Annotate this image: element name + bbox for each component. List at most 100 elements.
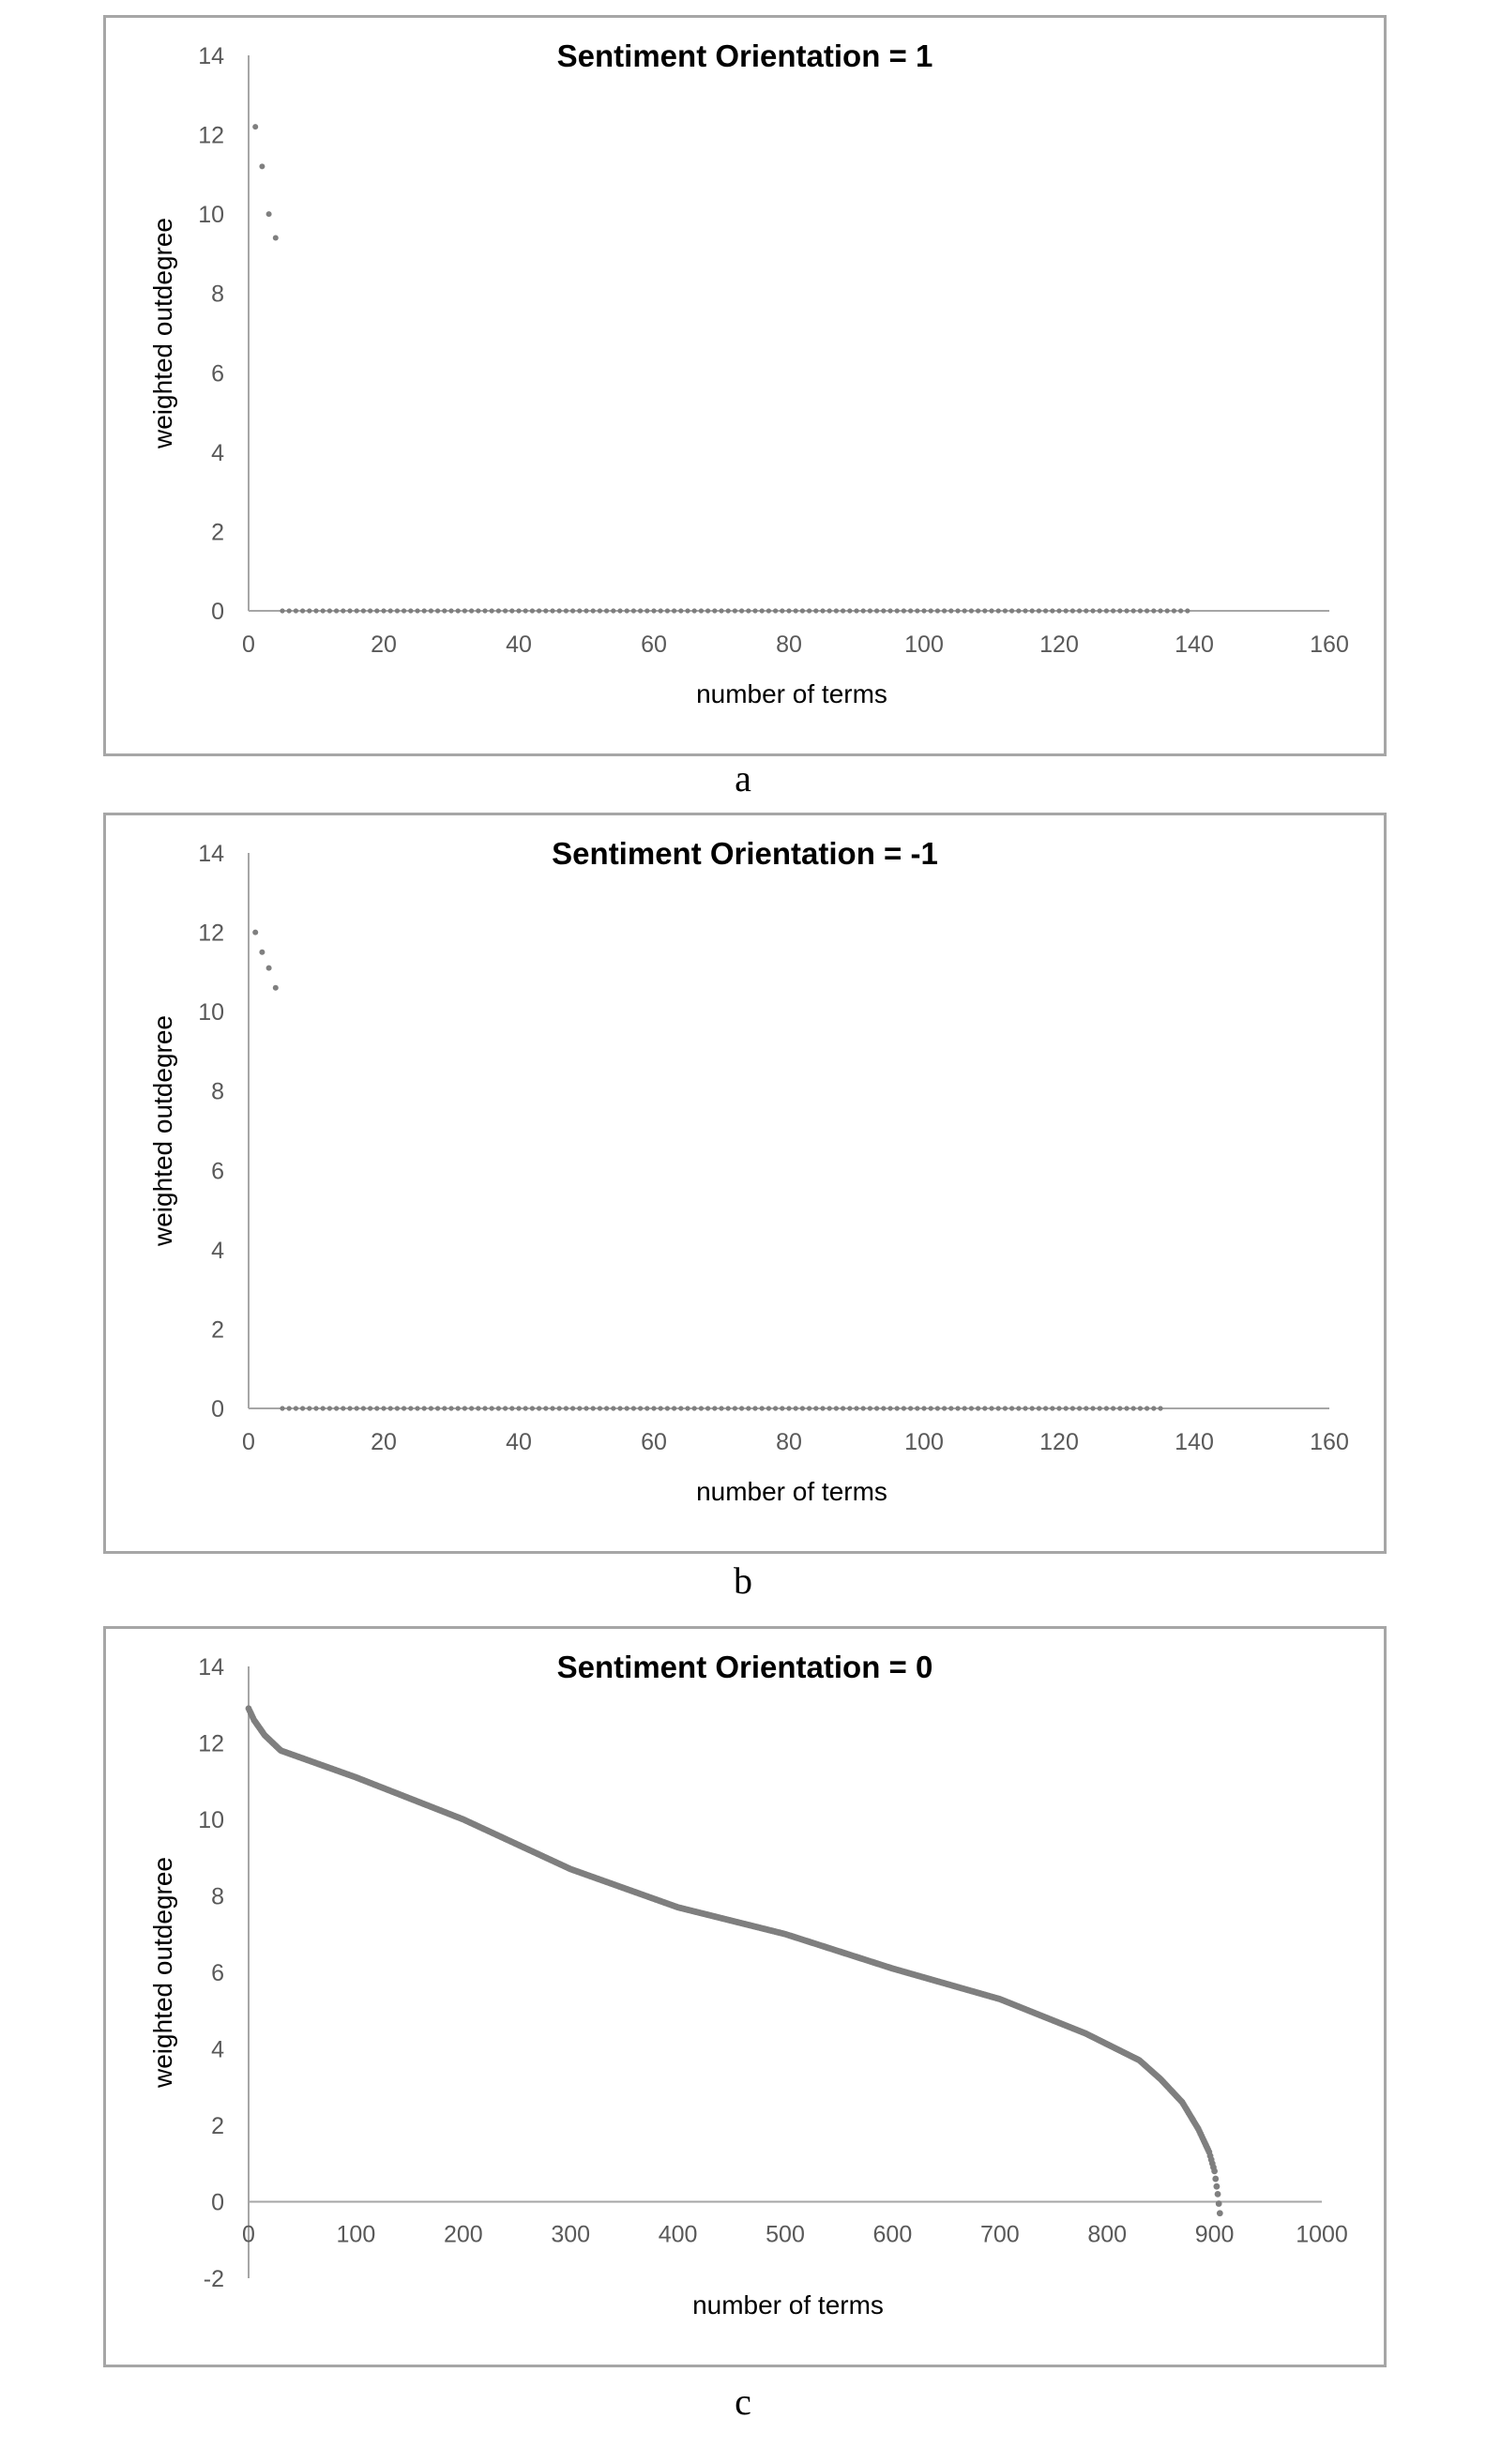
- caption-a: a: [735, 757, 751, 799]
- data-point: [469, 608, 475, 614]
- data-point: [1164, 608, 1170, 614]
- data-point: [1151, 1406, 1157, 1411]
- data-point: [664, 608, 671, 614]
- data-point: [611, 1406, 616, 1411]
- data-point: [408, 608, 414, 614]
- data-point: [1124, 608, 1130, 614]
- data-point: [402, 608, 407, 614]
- data-point: [691, 608, 697, 614]
- data-point: [867, 608, 873, 614]
- data-point: [1090, 1406, 1096, 1411]
- x-tick-label: 1000: [1296, 2222, 1348, 2248]
- data-point: [550, 1406, 555, 1411]
- data-point: [1137, 608, 1143, 614]
- data-point: [381, 608, 387, 614]
- data-point: [807, 608, 812, 614]
- data-point: [672, 1406, 677, 1411]
- data-point: [881, 608, 887, 614]
- data-point: [1090, 608, 1096, 614]
- data-point: [934, 1406, 941, 1411]
- chart-title: Sentiment Orientation = 1: [557, 38, 933, 73]
- y-tick-label: 10: [198, 1807, 224, 1833]
- data-point: [786, 1406, 792, 1411]
- data-point: [1016, 1406, 1022, 1411]
- data-point: [630, 1406, 637, 1411]
- data-point: [1063, 1406, 1069, 1411]
- data-point: [265, 211, 272, 218]
- data-point: [799, 608, 806, 614]
- data-point: [1215, 2200, 1222, 2207]
- data-point: [841, 608, 846, 614]
- y-tick-label: 14: [198, 841, 224, 867]
- data-point: [691, 1406, 697, 1411]
- x-tick-label: 140: [1175, 631, 1214, 658]
- data-point: [813, 608, 819, 614]
- data-point: [651, 608, 657, 614]
- data-point: [448, 608, 454, 614]
- data-point: [841, 1406, 846, 1411]
- data-point: [793, 608, 798, 614]
- data-point: [773, 608, 779, 614]
- data-point: [1043, 608, 1049, 614]
- x-tick-label: 80: [776, 1429, 802, 1455]
- data-point: [989, 1406, 994, 1411]
- x-tick-label: 20: [371, 1429, 397, 1455]
- data-point: [442, 1406, 447, 1411]
- data-point: [516, 1406, 522, 1411]
- data-point: [934, 608, 941, 614]
- data-point: [368, 608, 373, 614]
- data-point: [732, 1406, 738, 1411]
- data-point: [773, 1406, 779, 1411]
- data-point: [1211, 2167, 1218, 2175]
- y-tick-label: 12: [198, 1731, 224, 1757]
- data-point: [915, 1406, 920, 1411]
- data-point: [833, 608, 840, 614]
- x-tick-label: 400: [659, 2222, 698, 2248]
- data-point: [799, 1406, 806, 1411]
- data-point: [387, 1406, 393, 1411]
- y-axis-title: weighted outdegree: [148, 1015, 177, 1247]
- data-point: [307, 1406, 312, 1411]
- y-tick-label: 0: [211, 599, 224, 625]
- data-point: [928, 608, 933, 614]
- data-point: [421, 608, 427, 614]
- data-point: [415, 1406, 420, 1411]
- data-point: [968, 608, 974, 614]
- data-point: [752, 1406, 758, 1411]
- x-tick-label: 120: [1039, 1429, 1079, 1455]
- data-point: [1050, 608, 1055, 614]
- data-point: [280, 1406, 285, 1411]
- y-tick-label: 8: [211, 1884, 224, 1910]
- data-point: [786, 608, 792, 614]
- data-point: [968, 1406, 974, 1411]
- data-point: [307, 608, 312, 614]
- x-tick-label: 60: [641, 631, 667, 658]
- data-point: [746, 608, 751, 614]
- data-point: [1077, 608, 1083, 614]
- data-point: [664, 1406, 671, 1411]
- data-point: [462, 1406, 467, 1411]
- x-tick-label: 200: [444, 2222, 483, 2248]
- y-tick-label: 2: [211, 2113, 224, 2139]
- data-point: [826, 1406, 832, 1411]
- data-point: [1213, 2183, 1221, 2190]
- data-point: [644, 1406, 650, 1411]
- data-point: [435, 608, 441, 614]
- x-tick-label: 80: [776, 631, 802, 658]
- chart-panel-a: 0 2 4 6 8 10 12 14 0 20 40 60 80 100 120 140 160 Sentimen…: [103, 15, 1387, 756]
- data-point: [982, 608, 988, 614]
- x-tick-label: 100: [904, 631, 944, 658]
- data-point: [1185, 608, 1190, 614]
- data-point: [1124, 1406, 1130, 1411]
- data-point: [584, 608, 589, 614]
- data-point: [624, 608, 629, 614]
- data-point: [550, 608, 555, 614]
- data-point: [962, 1406, 967, 1411]
- data-point: [1171, 608, 1176, 614]
- chart-title: Sentiment Orientation = -1: [552, 836, 938, 871]
- x-tick-label: 700: [980, 2222, 1020, 2248]
- data-point: [712, 608, 718, 614]
- data-point: [374, 608, 380, 614]
- data-point: [1069, 608, 1075, 614]
